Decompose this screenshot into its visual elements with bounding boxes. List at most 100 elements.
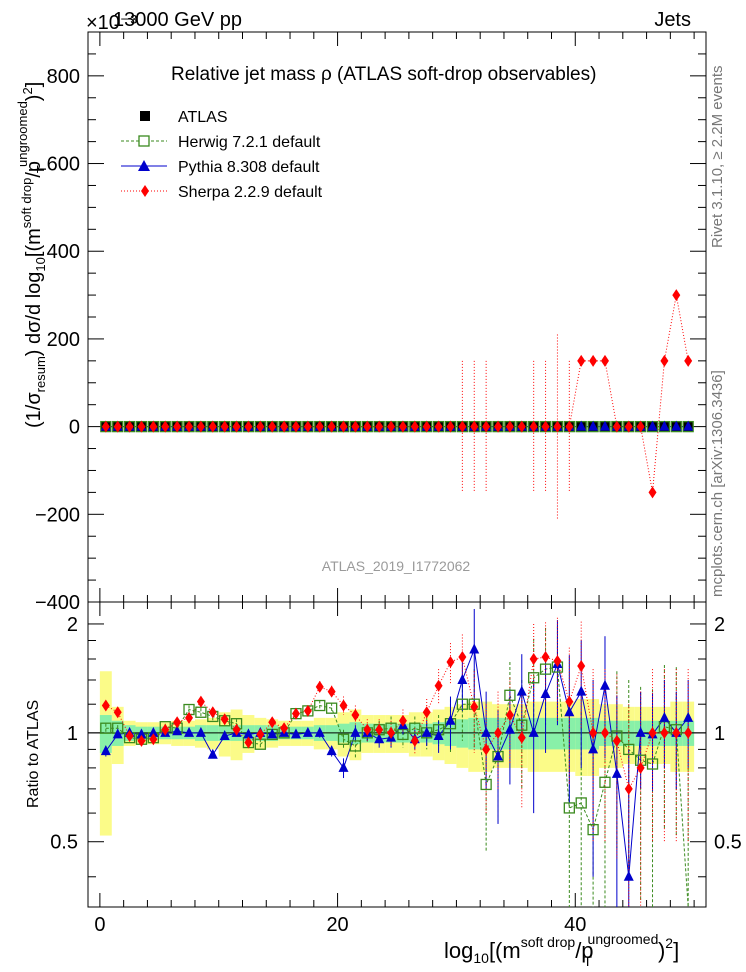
ratio-point-sherpa [410, 734, 419, 747]
main-y-tick-label: −400 [35, 592, 80, 614]
ratio-point-pythia [290, 728, 301, 739]
ratio-panel-frame [87, 601, 707, 908]
ratio-point-sherpa [303, 704, 312, 717]
main-point-sherpa [363, 420, 372, 433]
main-y-tick-label: 400 [47, 241, 80, 263]
main-point-sherpa [351, 420, 360, 433]
main-point-sherpa [529, 420, 538, 433]
main-y-tick-label: 600 [47, 154, 80, 176]
main-point-sherpa [398, 420, 407, 433]
ratio-point-sherpa [684, 726, 693, 739]
ratio-point-pythia [267, 728, 278, 739]
ratio-point-pythia [326, 745, 337, 756]
ratio-point-sherpa [529, 653, 538, 666]
ratio-point-pythia [100, 745, 111, 756]
analysis-watermark: ATLAS_2019_I1772062 [322, 558, 471, 574]
main-point-sherpa [137, 420, 146, 433]
header-jets: Jets [654, 9, 691, 31]
main-point-sherpa [101, 420, 110, 433]
ratio-point-pythia [659, 711, 670, 722]
ratio-point-herwig [575, 797, 587, 809]
ratio-point-sherpa [291, 707, 300, 720]
ratio-point-pythia [564, 706, 575, 717]
ratio-point-herwig [539, 663, 552, 675]
ratio-point-sherpa [422, 706, 431, 719]
main-point-pythia [576, 420, 587, 431]
ratio-point-sherpa [149, 733, 158, 746]
ratio-y-tick-label: 1 [67, 723, 78, 745]
ratio-point-sherpa [268, 716, 277, 729]
main-point-sherpa [185, 420, 194, 433]
ratio-band-inner [99, 715, 112, 753]
ratio-point-pythia [112, 728, 123, 739]
ratio-point-sherpa [517, 731, 526, 744]
x-tick-label: 0 [94, 914, 105, 936]
main-point-sherpa [256, 420, 265, 433]
ratio-point-herwig [563, 802, 575, 814]
legend-label-herwig: Herwig 7.2.1 default [178, 134, 321, 151]
ratio-point-pythia [172, 725, 183, 736]
legend-marker-sherpa [141, 185, 149, 197]
ratio-point-sherpa [351, 709, 360, 722]
ratio-point-sherpa [244, 736, 253, 749]
ratio-point-sherpa [185, 711, 194, 724]
ratio-point-sherpa [589, 726, 598, 739]
ratio-point-pythia [683, 711, 694, 722]
main-y-axis-label: (1/σresum) dσ/d log10[(msoft drop/pungro… [15, 82, 49, 428]
ratio-point-pythia [195, 726, 206, 737]
main-point-sherpa [339, 420, 348, 433]
ratio-point-herwig [314, 699, 326, 712]
ratio-axis-ticks: 0.5 0.51 12 20 20 40 [50, 602, 742, 936]
ratio-point-pythia [184, 726, 195, 737]
ratio-point-pythia [421, 726, 432, 737]
ratio-point-sherpa [339, 699, 348, 712]
main-point-sherpa [291, 420, 300, 433]
x-tick-label: 20 [326, 914, 348, 936]
main-series-layer [100, 289, 694, 519]
main-point-pythia [588, 420, 599, 431]
ratio-point-sherpa [398, 714, 407, 727]
main-point-sherpa [458, 420, 467, 433]
main-point-sherpa [422, 420, 431, 433]
main-point-sherpa [220, 420, 229, 433]
ratio-point-pythia [481, 726, 492, 737]
legend-marker-pythia [138, 160, 150, 171]
main-point-sherpa [125, 420, 134, 433]
main-point-sherpa [648, 486, 657, 499]
ratio-point-pythia [374, 733, 385, 744]
ratio-point-sherpa [624, 782, 633, 795]
main-point-sherpa [196, 420, 205, 433]
ratio-point-herwig [587, 823, 599, 836]
header-energy: 13000 GeV pp [113, 9, 242, 31]
main-point-pythia [659, 420, 670, 431]
main-point-sherpa [208, 420, 217, 433]
ratio-point-sherpa [434, 679, 443, 692]
ratio-point-pythia [314, 726, 325, 737]
main-point-pythia [599, 420, 610, 431]
ratio-point-herwig [599, 776, 611, 788]
exponent-label: ×10⁻³ [86, 12, 137, 34]
ratio-point-pythia [243, 728, 254, 739]
main-point-sherpa [612, 420, 621, 433]
ratio-point-herwig [349, 740, 362, 752]
ratio-point-pythia [516, 685, 527, 696]
ratio-point-sherpa [196, 695, 205, 708]
ratio-point-sherpa [553, 654, 562, 667]
main-point-sherpa [232, 420, 241, 433]
main-y-tick-label: −200 [35, 504, 80, 526]
ratio-point-sherpa [648, 726, 657, 739]
ratio-point-pythia [504, 723, 515, 734]
ratio-series-layer [100, 608, 694, 908]
ratio-point-herwig [623, 743, 635, 756]
ratio-y-tick-label: 2 [67, 614, 78, 636]
ratio-point-herwig [504, 689, 516, 701]
main-point-pythia [647, 420, 658, 431]
ratio-point-pythia [469, 643, 480, 654]
legend-label-atlas: ATLAS [178, 109, 228, 126]
main-point-sherpa [600, 354, 609, 367]
ratio-point-sherpa [125, 730, 134, 743]
ratio-point-pythia [528, 726, 539, 737]
main-point-sherpa [636, 420, 645, 433]
ratio-band-inner [456, 719, 469, 748]
ratio-y-tick-label-right: 1 [714, 723, 725, 745]
